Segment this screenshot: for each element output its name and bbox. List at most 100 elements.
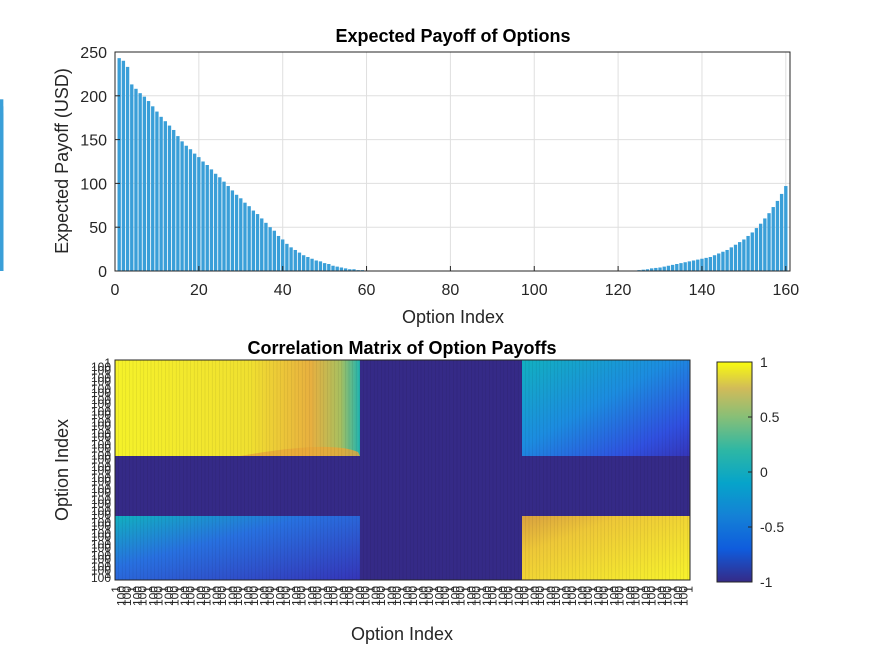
heatmap-x-tick-label: 1 bbox=[220, 586, 234, 593]
heatmap-block-high-low bbox=[115, 516, 360, 580]
bar bbox=[264, 222, 268, 271]
bar bbox=[763, 218, 767, 271]
bar bbox=[301, 255, 306, 271]
heatmap-y-tick-label: 100 bbox=[91, 452, 111, 466]
bar bbox=[289, 247, 293, 271]
bar bbox=[226, 186, 230, 271]
bar bbox=[742, 239, 746, 271]
heatmap-block-high-high bbox=[522, 516, 690, 580]
bar bbox=[327, 263, 331, 271]
heatmap-x-tick-label: 100 bbox=[676, 586, 690, 606]
heatmap-x-tick-label: 100 bbox=[210, 586, 224, 606]
heatmap-x-tick-label: 1 bbox=[316, 586, 330, 593]
heatmap-x-tick-label: 100 bbox=[385, 586, 399, 606]
bar bbox=[151, 106, 155, 271]
bar-x-tick-label: 120 bbox=[605, 282, 632, 299]
heatmap-y-tick-label: 1 bbox=[104, 423, 111, 437]
bar bbox=[176, 136, 180, 271]
heatmap-x-tick-label: 1 bbox=[411, 586, 425, 593]
heatmap-x-ticks: 1100100110010011001001100100110010011001… bbox=[109, 586, 695, 606]
heatmap-y-tick-label: 100 bbox=[91, 382, 111, 396]
heatmap-y-tick-label: 100 bbox=[91, 549, 111, 563]
bar bbox=[146, 101, 151, 271]
heatmap-axes-box bbox=[114, 359, 691, 581]
heatmap-x-tick-label: 1 bbox=[109, 586, 123, 593]
heatmap-anticorr-band bbox=[240, 446, 360, 456]
heatmap-x-tick-label: 1 bbox=[634, 586, 648, 593]
heatmap-x-tick-label: 1 bbox=[252, 586, 266, 593]
heatmap-x-tick-label: 100 bbox=[565, 586, 579, 606]
heatmap-x-tick-label: 100 bbox=[576, 586, 590, 606]
bar bbox=[641, 269, 645, 271]
heatmap-x-tick-label: 100 bbox=[247, 586, 261, 606]
heatmap-x-tick-label: 1 bbox=[379, 586, 393, 593]
heatmap-y-tick-label: 100 bbox=[91, 360, 111, 374]
bar bbox=[205, 165, 209, 271]
heatmap-x-tick-label: 100 bbox=[623, 586, 637, 606]
heatmap-x-tick-label: 100 bbox=[374, 586, 388, 606]
heatmap-y-tick-label: 100 bbox=[91, 541, 111, 555]
heatmap-x-axis-label: Option Index bbox=[351, 624, 453, 644]
heatmap-x-tick-label: 1 bbox=[523, 586, 537, 593]
bar bbox=[670, 264, 675, 271]
bar bbox=[268, 227, 272, 271]
heatmap-x-tick-label: 1 bbox=[284, 586, 298, 593]
bar bbox=[281, 239, 285, 271]
bar-x-axis-label: Option Index bbox=[402, 307, 504, 327]
bar bbox=[721, 251, 725, 271]
heatmap-x-tick-label: 100 bbox=[512, 586, 526, 606]
bar-y-axis-label: Expected Payoff (USD) bbox=[52, 68, 72, 254]
heatmap-x-tick-label: 100 bbox=[432, 586, 446, 606]
heatmap-y-tick-label: 1 bbox=[104, 412, 111, 426]
heatmap-x-tick-label: 100 bbox=[311, 586, 325, 606]
bar bbox=[142, 96, 147, 272]
heatmap-y-axis-label: Option Index bbox=[52, 419, 72, 521]
heatmap-y-tick-label: 1 bbox=[104, 545, 111, 559]
heatmap-x-tick-label: 1 bbox=[618, 586, 632, 593]
heatmap-x-tick-label: 1 bbox=[682, 586, 696, 593]
heatmap-x-tick-label: 1 bbox=[491, 586, 505, 593]
bar bbox=[679, 263, 683, 271]
heatmap-x-tick-label: 100 bbox=[417, 586, 431, 606]
heatmap-y-tick-label: 1 bbox=[104, 556, 111, 570]
heatmap-x-tick-label: 1 bbox=[554, 586, 568, 593]
bar bbox=[645, 269, 650, 271]
heatmap-x-tick-label: 100 bbox=[114, 586, 128, 606]
bar bbox=[754, 228, 759, 271]
heatmap-y-tick-label: 1 bbox=[104, 489, 111, 503]
colorbar-tick-label: 0 bbox=[760, 464, 768, 480]
heatmap-y-tick-label: 100 bbox=[91, 563, 111, 577]
heatmap-y-tick-label: 100 bbox=[91, 375, 111, 389]
bar bbox=[784, 186, 788, 271]
bar bbox=[180, 141, 184, 271]
bar bbox=[675, 263, 679, 271]
bar-x-tick-label: 20 bbox=[190, 282, 208, 299]
bar bbox=[704, 257, 708, 271]
heatmap-x-tick-label: 1 bbox=[189, 586, 203, 593]
heatmap-y-tick-label: 100 bbox=[91, 415, 111, 429]
bar bbox=[708, 256, 713, 271]
bar-y-tick-label: 50 bbox=[89, 220, 107, 237]
heatmap-y-tick-label: 100 bbox=[91, 493, 111, 507]
bar bbox=[297, 252, 302, 271]
heatmap-y-tick-label: 100 bbox=[91, 441, 111, 455]
bar bbox=[163, 121, 167, 271]
bar bbox=[234, 194, 239, 271]
bar-x-ticks: 0 20 40 60 80 100 120 140 160 bbox=[111, 266, 799, 299]
heatmap-x-tick-label: 100 bbox=[517, 586, 531, 606]
colorbar-tick-label: -0.5 bbox=[760, 519, 784, 535]
heatmap-y-tick-label: 1 bbox=[104, 512, 111, 526]
heatmap-x-tick-label: 100 bbox=[279, 586, 293, 606]
bar bbox=[738, 242, 742, 271]
heatmap-x-tick-label: 100 bbox=[146, 586, 160, 606]
heatmap-x-tick-label: 100 bbox=[422, 586, 436, 606]
bar bbox=[696, 259, 700, 271]
bar bbox=[717, 253, 721, 271]
heatmap-x-tick-label: 100 bbox=[528, 586, 542, 606]
bar bbox=[293, 249, 297, 271]
heatmap-x-tick-label: 100 bbox=[501, 586, 515, 606]
bar bbox=[272, 230, 276, 271]
heatmap-y-tick-label: 100 bbox=[91, 497, 111, 511]
heatmap-x-tick-label: 100 bbox=[480, 586, 494, 606]
heatmap-y-tick-label: 100 bbox=[91, 364, 111, 378]
